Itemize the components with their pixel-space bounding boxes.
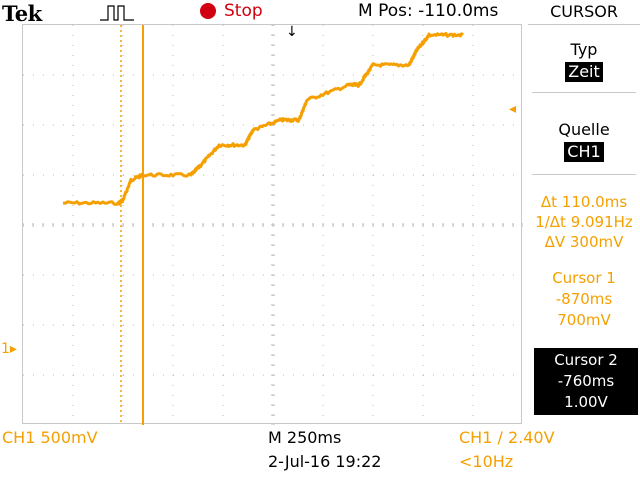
graticule	[23, 25, 523, 425]
menu-title: CURSOR	[528, 0, 640, 25]
ch1-waveform-trace	[62, 32, 464, 206]
brand-logo: Tek	[2, 1, 42, 26]
trigger-level-marker: ◂	[509, 101, 517, 117]
cursor1-time: -870ms	[555, 290, 613, 308]
timebase-readout: M 250ms	[268, 428, 342, 447]
menu-source-button[interactable]: Quelle CH1	[532, 120, 636, 175]
cursor1-label: Cursor 1	[552, 269, 616, 287]
stop-indicator-icon	[200, 3, 216, 19]
ch1-ground-marker: 1▸	[1, 341, 17, 357]
cursor2-time: -760ms	[557, 372, 615, 390]
cursor2-volt: 1.00V	[564, 393, 608, 411]
menu-type-label: Typ	[570, 40, 598, 59]
ch1-scale-readout: CH1 500mV	[2, 428, 98, 447]
menu-type-button[interactable]: Typ Zeit	[532, 40, 636, 93]
delta-t-readout: Δt 110.0ms	[540, 193, 628, 211]
delta-v-readout: ΔV 300mV	[544, 233, 624, 251]
cursor-menu: CURSOR Typ Zeit Quelle CH1 Δt 110.0ms 1/…	[528, 0, 640, 480]
trigger-readout: CH1 ∕ 2.40V	[459, 428, 555, 447]
horizontal-position-readout: M Pos: -110.0ms	[358, 1, 499, 21]
cursor1-button[interactable]: Cursor 1 -870ms 700mV	[534, 268, 634, 331]
cursor2-button[interactable]: Cursor 2 -760ms 1.00V	[534, 348, 638, 415]
trigger-position-marker: ↓	[286, 24, 298, 40]
trigger-pulse-icon	[100, 5, 134, 21]
waveform-display	[22, 24, 523, 425]
menu-source-value: CH1	[564, 142, 604, 162]
cursor2-label: Cursor 2	[554, 351, 618, 369]
datetime-readout: 2-Jul-16 19:22	[268, 452, 382, 471]
menu-type-value: Zeit	[565, 62, 603, 82]
run-state-label: Stop	[224, 1, 263, 21]
frequency-readout: <10Hz	[459, 452, 514, 471]
inverse-delta-t-readout: 1/Δt 9.091Hz	[535, 213, 633, 231]
menu-source-label: Quelle	[558, 120, 610, 139]
cursor1-volt: 700mV	[557, 311, 611, 329]
